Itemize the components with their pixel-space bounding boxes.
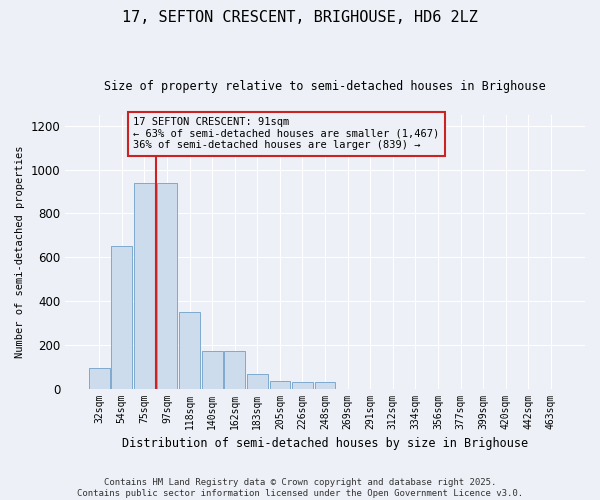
Text: 17 SEFTON CRESCENT: 91sqm
← 63% of semi-detached houses are smaller (1,467)
36% : 17 SEFTON CRESCENT: 91sqm ← 63% of semi-… [133,117,439,150]
Bar [292,382,313,388]
Bar [89,368,110,388]
Title: Size of property relative to semi-detached houses in Brighouse: Size of property relative to semi-detach… [104,80,546,93]
Bar [179,312,200,388]
Text: 17, SEFTON CRESCENT, BRIGHOUSE, HD6 2LZ: 17, SEFTON CRESCENT, BRIGHOUSE, HD6 2LZ [122,10,478,25]
Bar [314,382,335,388]
Text: Contains HM Land Registry data © Crown copyright and database right 2025.
Contai: Contains HM Land Registry data © Crown c… [77,478,523,498]
Bar [224,352,245,389]
Bar [247,374,268,388]
Bar [202,352,223,389]
Bar [112,246,132,388]
Bar [269,381,290,388]
X-axis label: Distribution of semi-detached houses by size in Brighouse: Distribution of semi-detached houses by … [122,437,528,450]
Y-axis label: Number of semi-detached properties: Number of semi-detached properties [15,146,25,358]
Bar [157,183,178,388]
Bar [134,183,155,388]
